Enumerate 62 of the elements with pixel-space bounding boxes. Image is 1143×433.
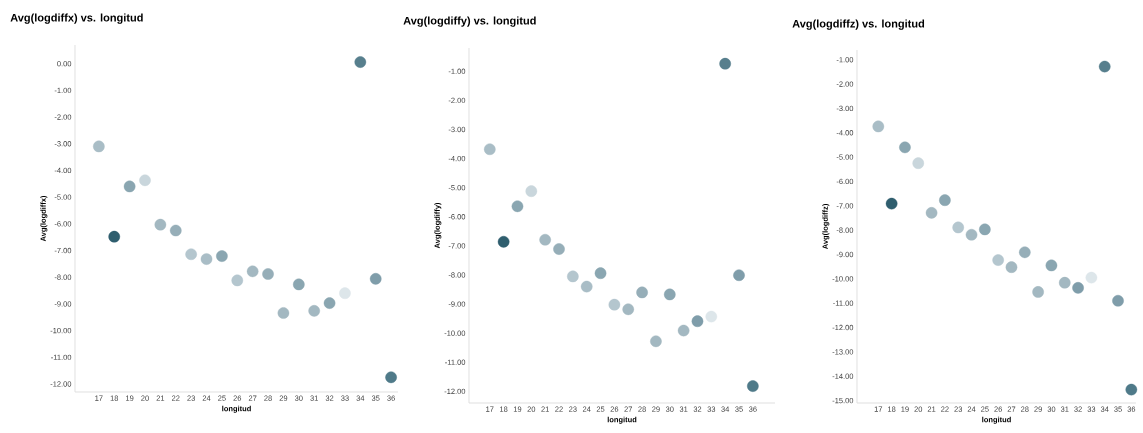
point bbox=[677, 324, 690, 337]
point bbox=[525, 185, 538, 197]
point bbox=[899, 141, 911, 154]
point bbox=[872, 120, 885, 133]
point bbox=[1058, 276, 1071, 289]
point bbox=[925, 207, 938, 219]
point bbox=[939, 194, 951, 206]
point bbox=[123, 180, 136, 193]
point bbox=[965, 228, 978, 241]
point bbox=[650, 335, 662, 348]
point bbox=[323, 297, 336, 309]
point bbox=[246, 265, 259, 278]
point bbox=[952, 221, 965, 234]
point bbox=[663, 288, 676, 301]
chart-title: Avg(logdiffy) vs. longitud bbox=[403, 16, 536, 27]
point bbox=[567, 270, 579, 283]
point bbox=[169, 224, 182, 237]
point bbox=[483, 143, 496, 156]
point bbox=[691, 315, 704, 328]
point bbox=[354, 56, 367, 68]
point bbox=[231, 274, 244, 287]
point bbox=[1005, 261, 1018, 273]
point bbox=[733, 269, 745, 282]
point bbox=[1112, 294, 1124, 307]
point bbox=[511, 200, 524, 213]
point bbox=[154, 218, 167, 231]
point bbox=[308, 305, 320, 317]
point bbox=[108, 230, 121, 243]
point bbox=[912, 157, 925, 169]
point bbox=[385, 371, 397, 384]
point bbox=[497, 235, 510, 248]
point bbox=[185, 248, 197, 261]
point bbox=[553, 243, 565, 255]
point bbox=[705, 310, 718, 323]
point bbox=[636, 286, 648, 299]
point bbox=[979, 223, 991, 236]
point bbox=[1032, 286, 1044, 298]
point bbox=[608, 298, 621, 311]
chart-title: Avg(logdiffx) vs. longitud bbox=[10, 13, 143, 24]
point bbox=[1098, 60, 1111, 73]
point bbox=[262, 268, 274, 280]
point bbox=[747, 380, 759, 392]
chart-title: Avg(logdiffz) vs. longitud bbox=[792, 19, 925, 30]
point bbox=[93, 140, 105, 153]
point bbox=[1085, 271, 1098, 284]
point bbox=[216, 250, 228, 262]
point bbox=[200, 253, 213, 265]
point bbox=[539, 233, 551, 246]
point bbox=[293, 278, 305, 291]
point bbox=[580, 280, 593, 293]
point bbox=[719, 57, 731, 70]
point bbox=[339, 287, 351, 300]
point bbox=[277, 307, 290, 319]
point bbox=[139, 174, 151, 187]
point bbox=[1072, 282, 1084, 294]
point bbox=[992, 254, 1004, 266]
point bbox=[1019, 246, 1031, 259]
point bbox=[1045, 259, 1058, 272]
point bbox=[594, 267, 607, 280]
point bbox=[885, 197, 898, 210]
point bbox=[622, 303, 635, 316]
point bbox=[369, 273, 382, 285]
